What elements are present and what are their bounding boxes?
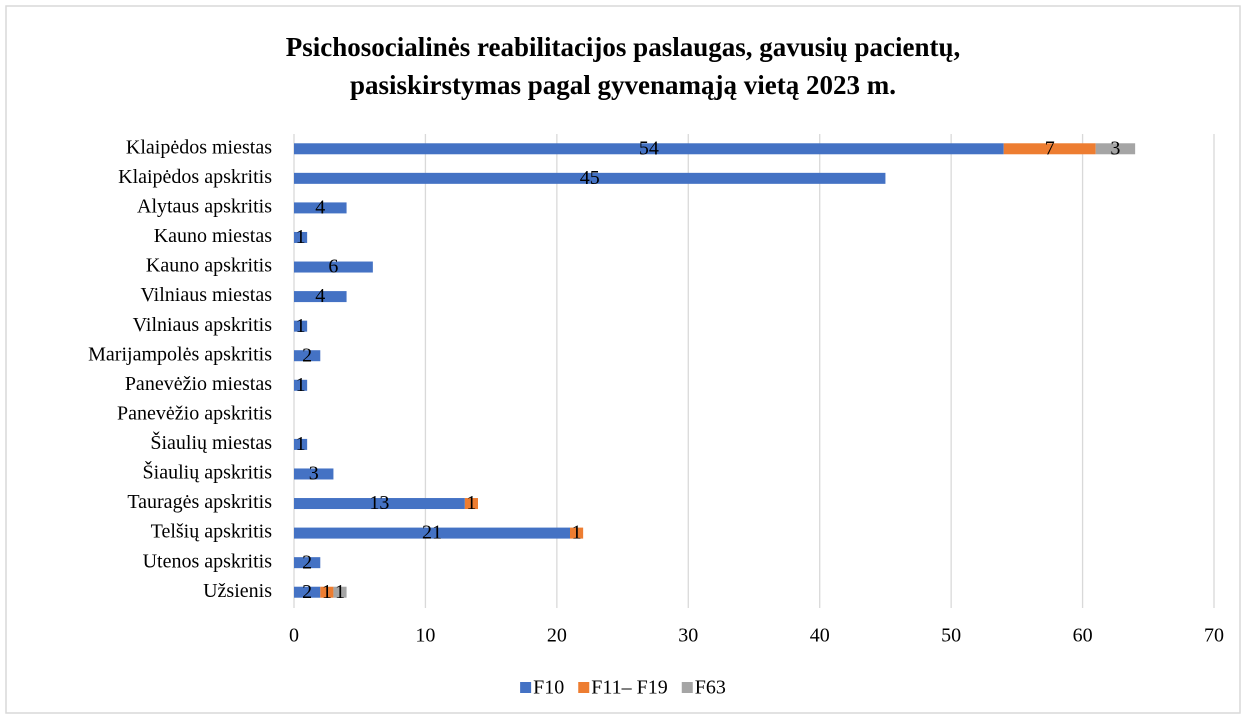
bar-segment [464, 498, 478, 510]
y-tick-label: Marijampolės apskritis [88, 343, 272, 365]
y-tick-label: Alytaus apskritis [137, 196, 272, 218]
bar-segment [294, 586, 321, 598]
data-label: 2 [302, 344, 312, 366]
data-label: 1 [296, 374, 306, 396]
x-tick-label: 70 [1204, 625, 1224, 647]
data-label: 1 [335, 581, 345, 603]
data-label: 2 [302, 581, 312, 603]
bar-segment [294, 202, 347, 214]
y-tick-label: Kauno apskritis [146, 255, 272, 277]
data-label: 6 [328, 256, 338, 278]
y-tick-label: Vilniaus miestas [140, 284, 272, 306]
chart-title: Psichosocialinės reabilitacijos paslauga… [285, 32, 961, 100]
bar-segment [294, 557, 321, 569]
bar-segment [294, 527, 570, 539]
data-label: 1 [322, 581, 332, 603]
data-label: 1 [296, 315, 306, 337]
y-tick-label: Klaipėdos apskritis [118, 166, 272, 188]
bar-segment [294, 498, 465, 510]
bar-segment [294, 468, 334, 480]
bar-segment [294, 320, 308, 332]
bar-segment [1095, 143, 1136, 155]
data-label: 54 [639, 137, 659, 159]
x-tick-label: 40 [810, 625, 830, 647]
y-tick-label: Panevėžio apskritis [117, 402, 272, 424]
bar-segment [294, 261, 373, 273]
y-tick-label: Tauragės apskritis [127, 491, 272, 513]
data-label: 45 [580, 167, 600, 189]
y-tick-label: Telšių apskritis [151, 521, 273, 543]
bar-segment [333, 586, 347, 598]
y-tick-label: Užsienis [203, 580, 272, 602]
x-tick-label: 20 [547, 625, 567, 647]
bar-segment [294, 172, 886, 184]
bar-segment [294, 379, 308, 391]
bar-segment [294, 438, 308, 450]
data-label: 21 [422, 522, 442, 544]
data-label: 1 [572, 522, 582, 544]
legend-label: F63 [695, 677, 726, 699]
bar-segment [294, 350, 321, 362]
chart-border [5, 5, 1241, 714]
x-tick-label: 50 [941, 625, 961, 647]
bar-segment [570, 527, 584, 539]
bar-segment [294, 143, 1004, 155]
legend-label: F10 [533, 677, 564, 699]
y-tick-label: Klaipėdos miestas [126, 136, 272, 158]
data-label: 7 [1045, 137, 1055, 159]
bar-segment [1003, 143, 1096, 155]
bar-segment [294, 231, 308, 243]
legend-label: F11– F19 [591, 677, 668, 699]
bar-segment [320, 586, 334, 598]
y-tick-label: Vilniaus apskritis [133, 314, 273, 336]
data-label: 1 [466, 492, 476, 514]
bar-segment [294, 291, 347, 303]
y-tick-label: Šiaulių apskritis [143, 460, 273, 484]
legend-swatch [681, 682, 693, 693]
y-tick-label: Šiaulių miestas [150, 430, 272, 454]
data-label: 13 [369, 492, 389, 514]
data-label: 1 [296, 433, 306, 455]
data-label: 3 [1110, 137, 1120, 159]
x-tick-label: 30 [678, 625, 698, 647]
x-tick-label: 10 [415, 625, 435, 647]
x-tick-label: 60 [1073, 625, 1093, 647]
data-label: 4 [315, 285, 325, 307]
y-tick-label: Panevėžio miestas [125, 373, 272, 395]
y-tick-label: Utenos apskritis [143, 550, 273, 572]
data-label: 1 [296, 226, 306, 248]
data-label: 3 [309, 463, 319, 485]
x-tick-label: 0 [289, 625, 299, 647]
legend-swatch [578, 682, 590, 693]
data-label: 4 [315, 197, 325, 219]
data-label: 2 [302, 551, 312, 573]
y-tick-label: Kauno miestas [154, 225, 273, 247]
legend-swatch [520, 682, 532, 693]
